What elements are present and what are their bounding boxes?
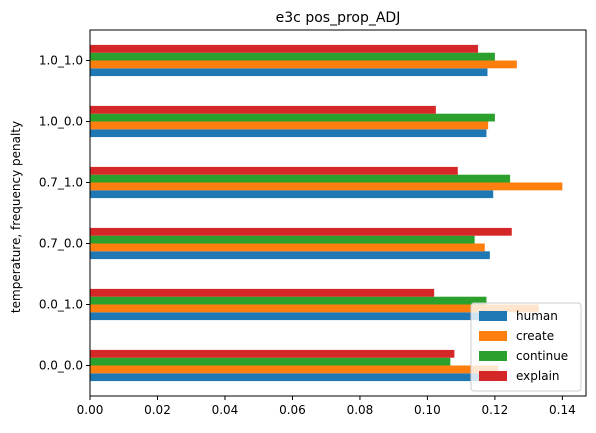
bar-explain-0.7_1.0 [90,166,458,175]
bar-continue-0.7_1.0 [90,174,511,183]
chart-title: e3c pos_prop_ADJ [276,10,401,26]
x-tick-label: 0.10 [414,403,441,417]
bar-explain-0.0_1.0 [90,288,435,297]
legend-box [470,302,582,392]
bar-create-0.7_0.0 [90,243,485,252]
bar-human-0.7_1.0 [90,190,494,199]
y-tick-label: 0.7_1.0 [39,176,83,190]
bar-create-1.0_1.0 [90,60,517,69]
legend-label-explain: explain [516,369,560,383]
y-axis-title: temperature, frequency penalty [9,121,23,313]
x-tick-label: 0.12 [482,403,509,417]
bar-create-0.0_1.0 [90,304,539,313]
plot-frame [89,29,587,397]
bar-continue-1.0_0.0 [90,113,495,122]
legend-swatch-continue [479,351,507,361]
x-tick-label: 0.00 [77,403,104,417]
legend-label-human: human [516,309,558,323]
legend-label-continue: continue [516,349,568,363]
bar-human-1.0_0.0 [90,129,487,138]
x-tick-label: 0.14 [549,403,576,417]
y-ticks: 0.0_0.0 0.0_1.0 0.7_0.0 0.7_1.0 1.0_0.0 1.0_1… [39,54,90,373]
legend-swatch-human [479,311,507,321]
y-tick-label: 1.0_0.0 [39,115,83,129]
x-tick-label: 0.06 [279,403,306,417]
bar-human-0.0_1.0 [90,312,502,321]
bar-explain-0.7_0.0 [90,227,512,236]
bars-layer [90,44,563,382]
bar-continue-1.0_1.0 [90,52,495,61]
bar-human-0.0_0.0 [90,373,499,382]
y-tick-label: 0.0_0.0 [39,359,83,373]
y-tick-label: 0.0_1.0 [39,298,83,312]
bar-explain-0.0_0.0 [90,349,455,358]
x-tick-label: 0.02 [144,403,171,417]
bar-continue-0.0_0.0 [90,357,451,366]
bar-explain-1.0_0.0 [90,105,436,114]
legend: human create continue explain [470,302,582,392]
bar-human-1.0_1.0 [90,68,488,77]
x-tick-label: 0.08 [347,403,374,417]
bar-explain-1.0_1.0 [90,44,479,53]
bar-human-0.7_0.0 [90,251,490,260]
legend-swatch-explain [479,371,507,381]
legend-label-create: create [516,329,554,343]
bar-continue-0.0_1.0 [90,296,487,305]
bar-create-1.0_0.0 [90,121,489,130]
bar-continue-0.7_0.0 [90,235,475,244]
bar-create-0.7_1.0 [90,182,563,191]
x-ticks: 0.00 0.02 0.04 0.06 0.08 0.10 0.12 0.14 [77,396,576,417]
legend-swatch-create [479,331,507,341]
y-tick-label: 0.7_0.0 [39,237,83,251]
y-tick-label: 1.0_1.0 [39,54,83,68]
bar-create-0.0_0.0 [90,365,499,374]
x-tick-label: 0.04 [212,403,239,417]
